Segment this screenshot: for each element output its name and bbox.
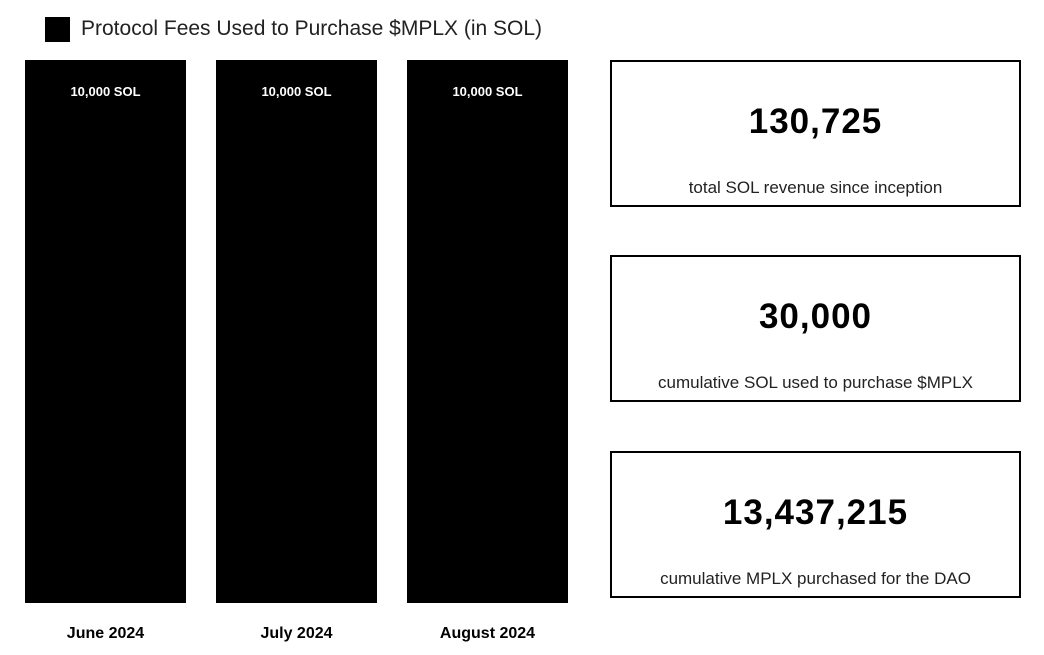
legend-swatch	[45, 16, 70, 42]
bar-value-label: 10,000 SOL	[452, 84, 522, 99]
bar-value-label: 10,000 SOL	[261, 84, 331, 99]
bar	[216, 60, 377, 603]
stat-value: 130,725	[748, 102, 883, 141]
stat-card-mplx-purchased: 13,437,215 cumulative MPLX purchased for…	[610, 451, 1021, 598]
legend-label: Protocol Fees Used to Purchase $MPLX (in…	[81, 17, 543, 40]
bar-chart: 10,000 SOL June 2024 10,000 SOL July 2024 10…	[25, 60, 568, 642]
stat-value: 30,000	[758, 297, 873, 336]
chart-legend: Protocol Fees Used to Purchase $MPLX (in…	[45, 16, 542, 42]
bar	[25, 60, 186, 603]
bar	[407, 60, 568, 603]
stat-value: 13,437,215	[722, 493, 909, 532]
category-label: July 2024	[260, 625, 332, 642]
category-label: June 2024	[67, 625, 144, 642]
stat-caption: cumulative SOL used to purchase $MPLX	[658, 373, 973, 392]
stat-caption: total SOL revenue since inception	[688, 178, 943, 197]
stat-card-total-revenue: 130,725 total SOL revenue since inceptio…	[610, 60, 1021, 207]
bar-value-label: 10,000 SOL	[70, 84, 140, 99]
stat-caption: cumulative MPLX purchased for the DAO	[660, 569, 971, 588]
category-label: August 2024	[440, 625, 535, 642]
stat-card-sol-used: 30,000 cumulative SOL used to purchase $…	[610, 255, 1021, 402]
